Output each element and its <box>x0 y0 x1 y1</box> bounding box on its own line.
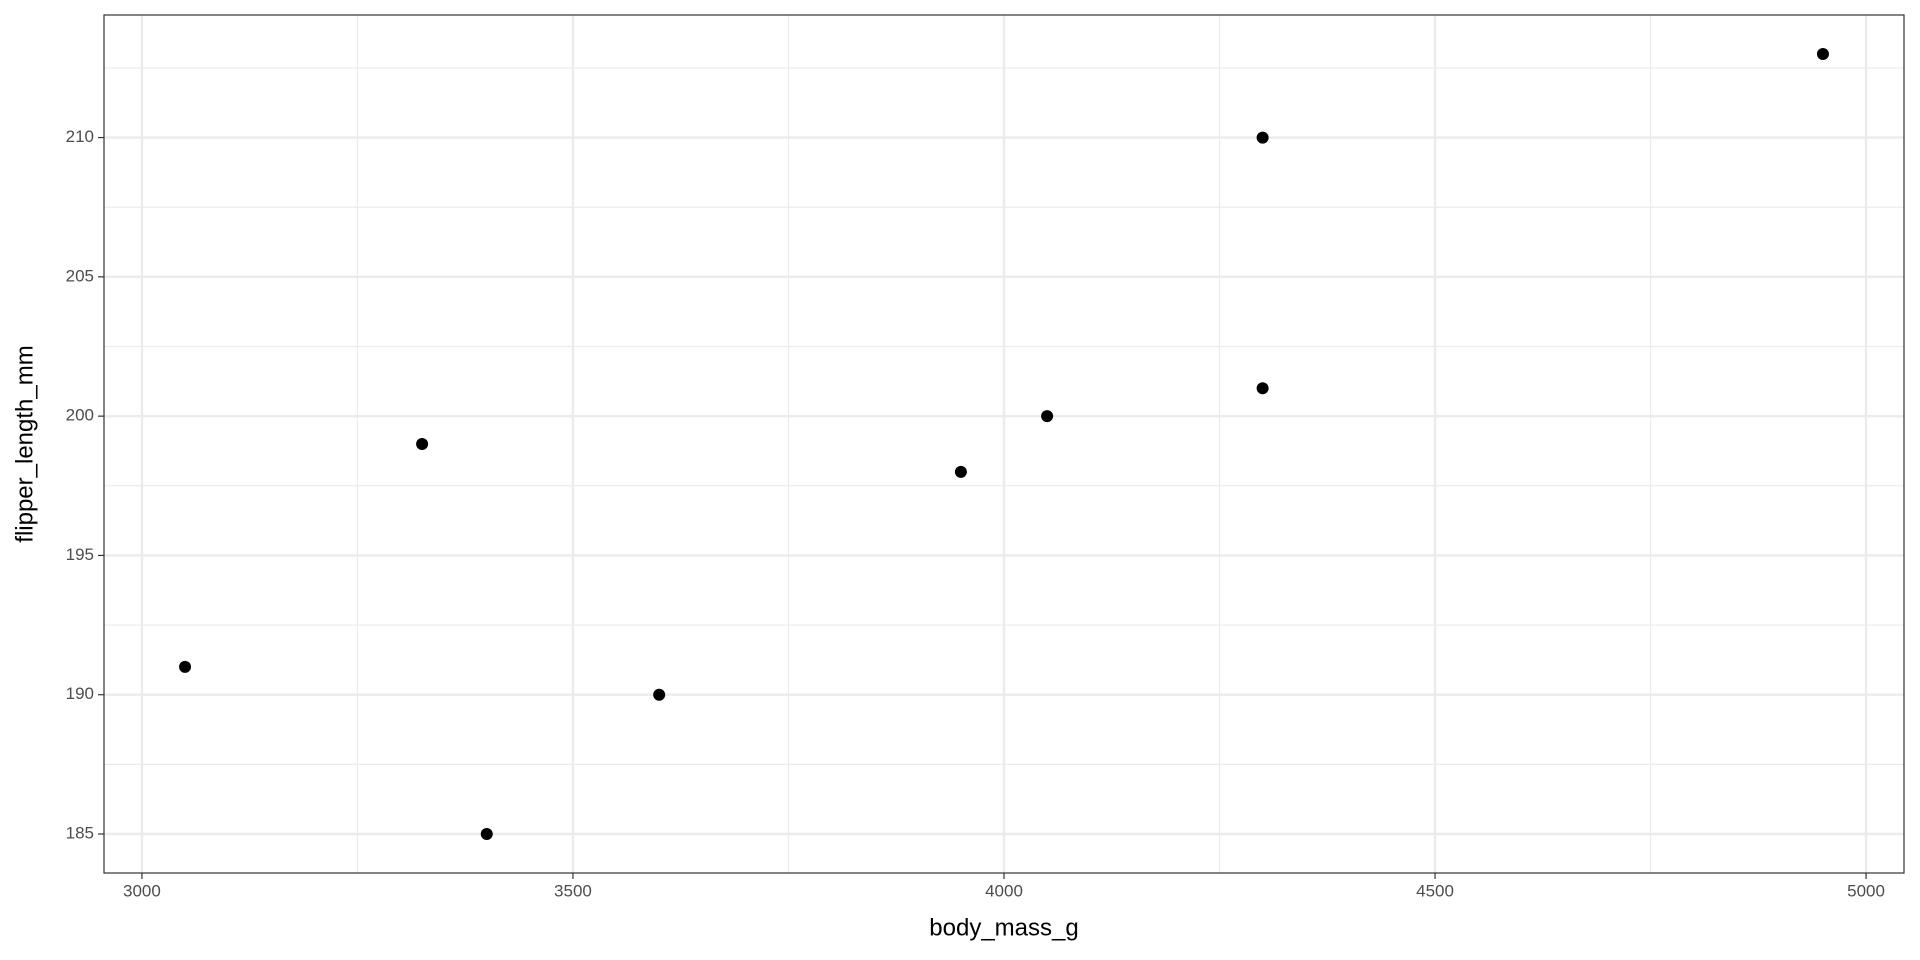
y-tick-label: 185 <box>66 823 94 842</box>
x-tick-label: 4000 <box>985 881 1023 900</box>
x-axis-title: body_mass_g <box>929 914 1078 941</box>
y-tick-label: 200 <box>66 406 94 425</box>
point <box>653 688 666 701</box>
point <box>1041 410 1054 423</box>
y-tick-label: 210 <box>66 127 94 146</box>
y-tick-label: 195 <box>66 545 94 564</box>
point <box>1816 48 1829 60</box>
point <box>954 465 967 478</box>
point <box>416 438 429 450</box>
y-axis-title: flipper_length_mm <box>11 345 38 542</box>
point <box>1256 131 1269 144</box>
point <box>480 828 493 840</box>
panel-border <box>103 14 1905 874</box>
point <box>1256 382 1269 395</box>
x-tick-label: 3500 <box>554 881 592 900</box>
x-tick-label: 3000 <box>123 881 161 900</box>
point <box>179 660 192 673</box>
y-tick-label: 190 <box>66 684 94 703</box>
y-tick-label: 205 <box>66 266 94 285</box>
x-tick-label: 4500 <box>1416 881 1454 900</box>
x-tick-label: 5000 <box>1847 881 1885 900</box>
